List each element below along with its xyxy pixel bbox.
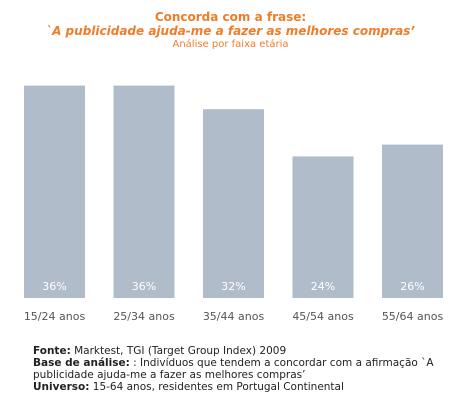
universe-label: Universo: bbox=[33, 381, 90, 393]
chart-title-block: Concorda com a frase: `A publicidade aju… bbox=[0, 10, 461, 51]
value-label-5: 26% bbox=[400, 280, 424, 293]
category-label-5: 55/64 anos bbox=[382, 310, 444, 323]
bar-1 bbox=[24, 85, 85, 298]
bar-4 bbox=[292, 156, 354, 298]
category-label-4: 45/54 anos bbox=[292, 310, 354, 323]
chart-title: Concorda com a frase: bbox=[154, 10, 307, 24]
chart-source-notes: Fonte: Marktest, TGI (Target Group Index… bbox=[33, 345, 453, 393]
value-label-1: 36% bbox=[42, 280, 66, 293]
chart-subtitle: `A publicidade ajuda-me a fazer as melho… bbox=[46, 24, 415, 38]
source-line: Fonte: Marktest, TGI (Target Group Index… bbox=[33, 345, 453, 357]
value-label-3: 32% bbox=[221, 280, 245, 293]
bar-5 bbox=[382, 144, 443, 298]
bar-chart: 36% 15/24 anos 36% 25/34 anos 32% 35/44 anos 2… bbox=[24, 85, 444, 323]
base-label: Base de análise: bbox=[33, 357, 130, 369]
category-label-1: 15/24 anos bbox=[24, 310, 86, 323]
base-text: : Indivíduos que tendem a concordar com … bbox=[33, 357, 434, 381]
source-label: Fonte: bbox=[33, 345, 71, 357]
bar-3 bbox=[203, 109, 264, 298]
value-label-4: 24% bbox=[311, 280, 335, 293]
source-text: Marktest, TGI (Target Group Index) 2009 bbox=[70, 345, 287, 357]
value-label-2: 36% bbox=[132, 280, 156, 293]
category-label-2: 25/34 anos bbox=[113, 310, 175, 323]
bar-2 bbox=[113, 85, 175, 298]
universe-text: 15-64 anos, residentes em Portugal Conti… bbox=[89, 381, 344, 393]
category-label-3: 35/44 anos bbox=[203, 310, 265, 323]
chart-caption: Análise por faixa etária bbox=[172, 39, 289, 50]
universe-line: Universo: 15-64 anos, residentes em Port… bbox=[33, 381, 453, 393]
base-line: Base de análise: : Indivíduos que tendem… bbox=[33, 357, 453, 381]
